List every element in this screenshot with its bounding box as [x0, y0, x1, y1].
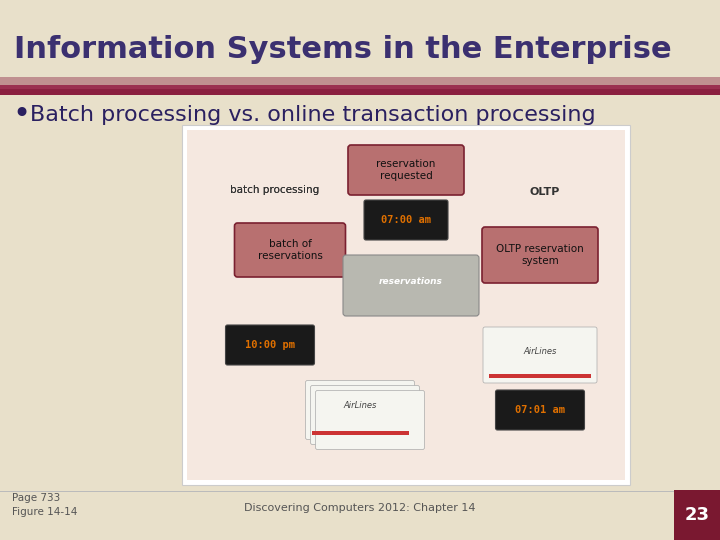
FancyBboxPatch shape [482, 227, 598, 283]
Bar [674, 490, 720, 540]
Text: reservations: reservations [379, 276, 443, 286]
FancyBboxPatch shape [310, 386, 420, 444]
Text: batch of
reservations: batch of reservations [258, 239, 323, 261]
Text: reservation
requested: reservation requested [377, 159, 436, 181]
FancyBboxPatch shape [348, 145, 464, 195]
Bar [312, 430, 408, 435]
Text: Information Systems in the Enterprise: Information Systems in the Enterprise [14, 36, 672, 64]
Bar [0, 85, 720, 95]
Bar [489, 374, 591, 378]
Text: 07:01 am: 07:01 am [515, 405, 565, 415]
FancyBboxPatch shape [483, 327, 597, 383]
FancyBboxPatch shape [225, 325, 315, 365]
FancyBboxPatch shape [343, 255, 479, 316]
Text: OLTP: OLTP [530, 187, 560, 197]
Text: •: • [12, 100, 30, 130]
FancyBboxPatch shape [305, 381, 415, 440]
Text: OLTP reservation
system: OLTP reservation system [496, 244, 584, 266]
Bar [0, 0, 720, 80]
Bar [0, 89, 720, 95]
Text: 23: 23 [685, 506, 709, 524]
Text: 10:00 pm: 10:00 pm [245, 340, 295, 350]
Text: AirLines: AirLines [343, 402, 377, 410]
Text: batch processing: batch processing [230, 185, 320, 195]
Text: Batch processing vs. online transaction processing: Batch processing vs. online transaction … [30, 105, 595, 125]
Text: Discovering Computers 2012: Chapter 14: Discovering Computers 2012: Chapter 14 [244, 503, 476, 513]
Bar [0, 491, 720, 492]
Text: batch processing: batch processing [230, 185, 320, 195]
Text: AirLines: AirLines [523, 347, 557, 355]
FancyBboxPatch shape [315, 390, 425, 449]
Text: Page 733
Figure 14-14: Page 733 Figure 14-14 [12, 493, 77, 517]
Bar [182, 125, 630, 485]
FancyBboxPatch shape [235, 223, 346, 277]
Bar [0, 77, 720, 95]
Bar [187, 130, 625, 480]
FancyBboxPatch shape [495, 390, 585, 430]
Text: 07:00 am: 07:00 am [381, 215, 431, 225]
FancyBboxPatch shape [364, 200, 448, 240]
